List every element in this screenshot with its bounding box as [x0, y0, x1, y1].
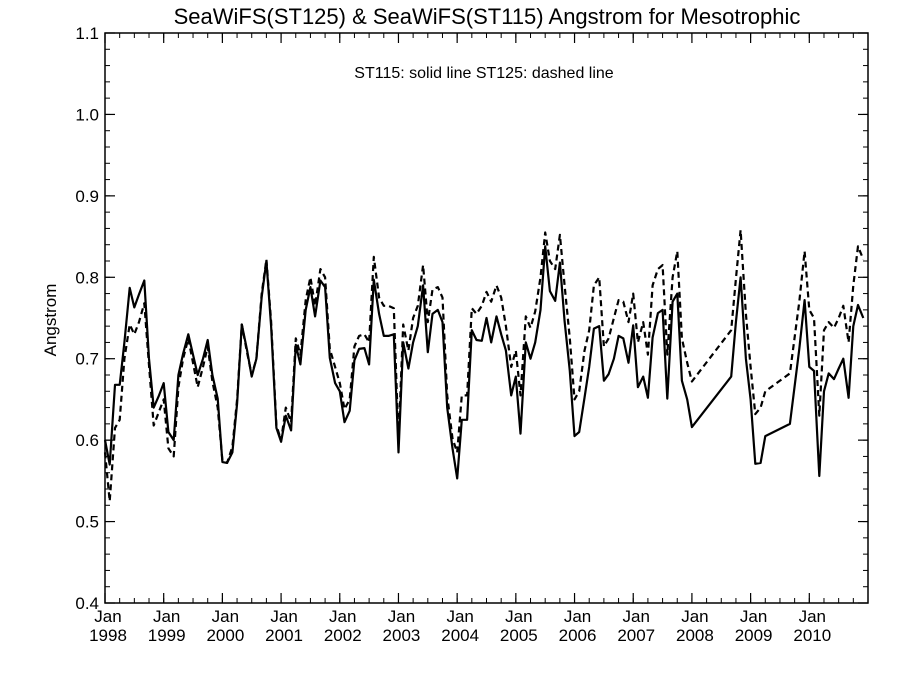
- ticks-layer: 0.40.50.60.70.80.91.01.1Jan1998Jan1999Ja…: [75, 24, 869, 645]
- x-tick-year-label: 2003: [383, 626, 421, 645]
- y-tick-label: 0.6: [75, 431, 99, 450]
- x-tick-month-label: Jan: [681, 607, 708, 626]
- x-tick-year-label: 2004: [441, 626, 479, 645]
- x-tick-year-label: 2000: [206, 626, 244, 645]
- y-tick-label: 1.1: [75, 24, 99, 43]
- y-tick-label: 1.0: [75, 105, 99, 124]
- plot-frame: [104, 32, 869, 604]
- x-tick-month-label: Jan: [799, 607, 826, 626]
- lines-layer: [103, 229, 865, 503]
- x-tick-month-label: Jan: [94, 607, 121, 626]
- x-tick-month-label: Jan: [329, 607, 356, 626]
- series-line-st115: [103, 245, 865, 480]
- x-tick-year-label: 1998: [89, 626, 127, 645]
- legend-annotation: ST115: solid line ST125: dashed line: [354, 65, 614, 82]
- y-tick-label: 0.5: [75, 513, 99, 532]
- x-tick-year-label: 2002: [324, 626, 362, 645]
- y-tick-label: 0.9: [75, 187, 99, 206]
- x-tick-month-label: Jan: [212, 607, 239, 626]
- x-tick-year-label: 2008: [676, 626, 714, 645]
- x-tick-month-label: Jan: [153, 607, 180, 626]
- x-tick-year-label: 1999: [148, 626, 186, 645]
- x-tick-year-label: 2010: [793, 626, 831, 645]
- x-tick-year-label: 2005: [500, 626, 538, 645]
- x-tick-year-label: 2007: [617, 626, 655, 645]
- x-tick-month-label: Jan: [740, 607, 767, 626]
- y-tick-label: 0.7: [75, 350, 99, 369]
- y-tick-label: 0.8: [75, 268, 99, 287]
- x-tick-year-label: 2001: [265, 626, 303, 645]
- x-tick-month-label: Jan: [623, 607, 650, 626]
- chart-title: SeaWiFS(ST125) & SeaWiFS(ST115) Angstrom…: [174, 4, 801, 29]
- y-axis-label: Angstrom: [41, 284, 60, 357]
- x-tick-month-label: Jan: [388, 607, 415, 626]
- x-tick-month-label: Jan: [446, 607, 473, 626]
- y-tick-label: 0.4: [75, 594, 99, 613]
- x-tick-month-label: Jan: [270, 607, 297, 626]
- x-tick-month-label: Jan: [564, 607, 591, 626]
- x-tick-month-label: Jan: [505, 607, 532, 626]
- x-tick-year-label: 2006: [559, 626, 597, 645]
- x-tick-year-label: 2009: [735, 626, 773, 645]
- series-line-st125: [103, 229, 865, 503]
